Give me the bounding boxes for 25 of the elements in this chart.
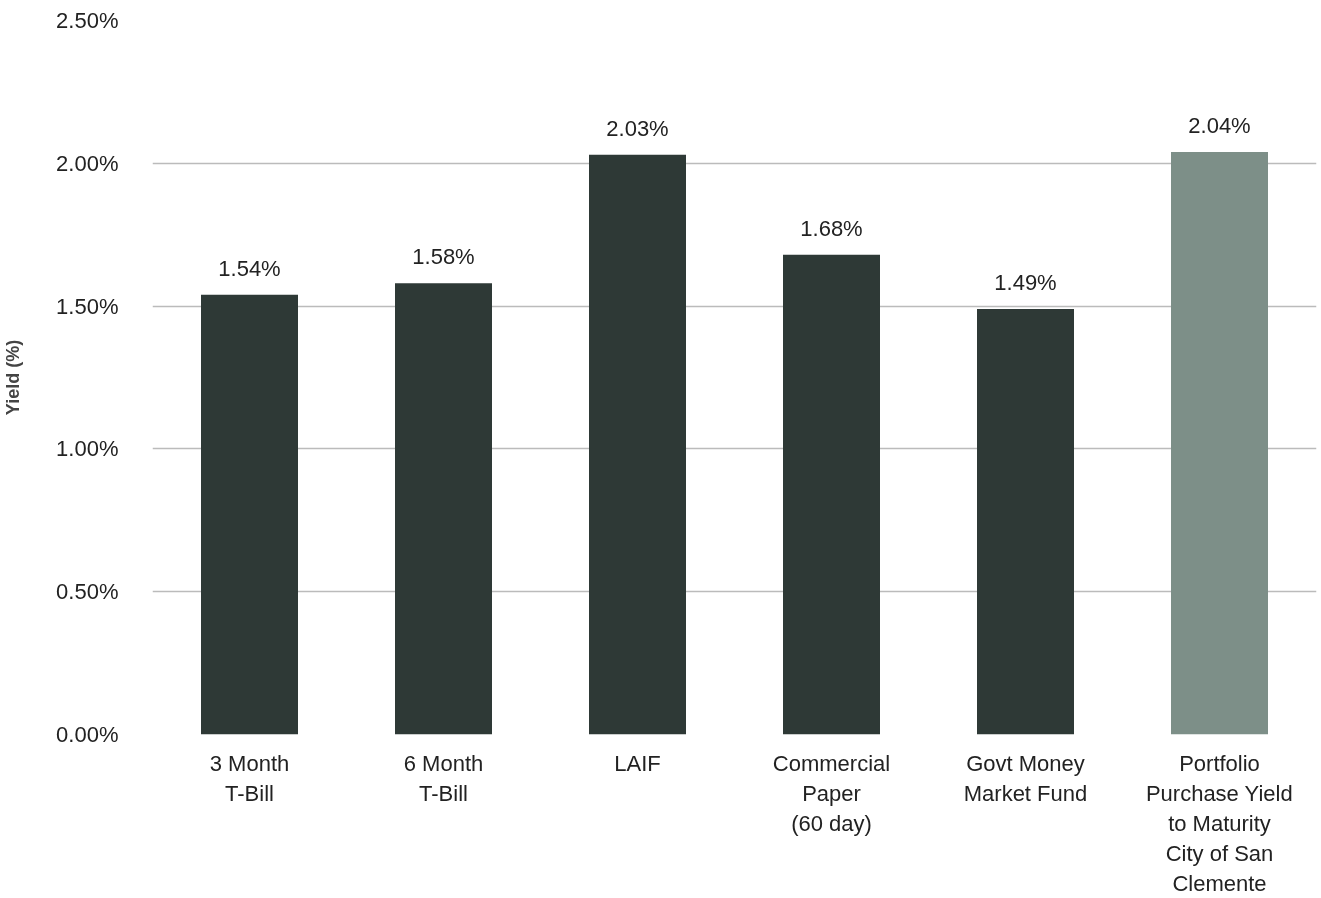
data-label: 2.03%	[606, 115, 669, 141]
data-label: 2.04%	[1188, 112, 1251, 138]
y-axis-title: Yield (%)	[3, 339, 24, 416]
x-tick-label: Commercial Paper (60 day)	[772, 750, 891, 836]
y-tick-label: 0.00%	[56, 722, 119, 747]
data-label: 1.54%	[218, 255, 281, 281]
bar	[395, 283, 492, 735]
x-tick-label: 3 Month T-Bill	[209, 750, 290, 806]
x-tick-label: Portfolio Purchase Yield to Maturity City of San Clemente	[1145, 750, 1293, 896]
data-label: 1.68%	[800, 215, 863, 241]
data-label: 1.58%	[412, 244, 475, 270]
y-tick-label: 2.00%	[56, 150, 119, 176]
y-tick-label: 1.00%	[56, 436, 119, 462]
y-tick-label: 2.50%	[56, 8, 119, 33]
bar	[1171, 151, 1268, 735]
x-tick-label: 6 Month T-Bill	[403, 750, 484, 806]
bar	[783, 254, 880, 735]
data-label: 1.49%	[994, 269, 1057, 295]
bar	[201, 294, 298, 735]
y-tick-label: 0.50%	[56, 579, 119, 605]
x-tick-label: Govt Money Market Fund	[963, 750, 1088, 806]
x-tick-label: LAIF	[614, 750, 661, 776]
y-tick-label: 1.50%	[56, 293, 119, 319]
bar	[977, 308, 1074, 735]
bar	[589, 154, 686, 735]
